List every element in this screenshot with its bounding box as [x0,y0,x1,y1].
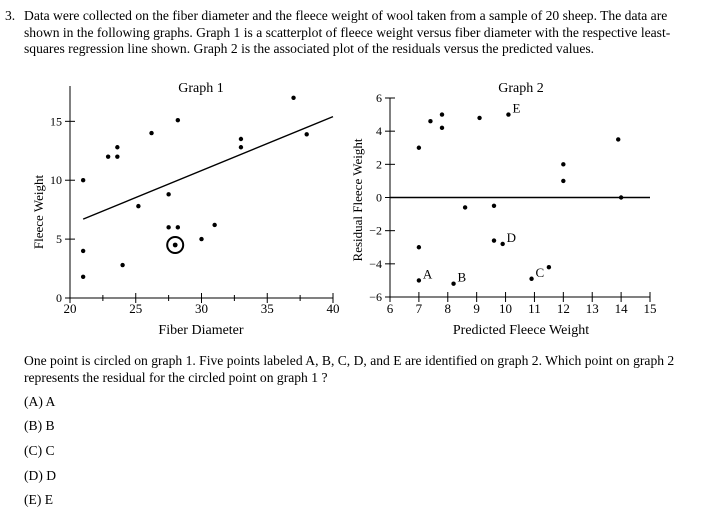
g2-y-tick-label: −2 [369,224,382,238]
g2-x-tick-label: 7 [416,301,423,316]
g1-data-point [166,225,171,230]
question-stem-text: Data were collected on the fiber diamete… [24,8,671,56]
choice-a[interactable]: (A) A [24,394,56,409]
g2-point-a [416,278,422,283]
g2-point-b [451,281,456,286]
g2-data-point [491,203,497,208]
g2-point-d [500,241,505,247]
g1-x-axis-label: Fiber Diameter [158,323,243,338]
g1-y-tick-label: 5 [56,232,62,246]
g2-x-tick-label: 6 [387,301,394,316]
question-stem: 3. Data were collected on the fiber diam… [5,8,684,58]
g2-y-axis-label: Residual Fleece Weight [350,138,365,261]
g1-y-tick-label: 0 [56,291,62,305]
g2-point-label-b: B [458,270,467,285]
g2-plot: Graph 2 Predicted Fleece Weight Residual F… [350,81,657,338]
g1-data-point [175,117,181,123]
g1-data-point [105,154,111,159]
g2-data-point [546,264,552,270]
g1-data-point [80,178,86,183]
question-prompt: One point is circled on graph 1. Five po… [24,353,675,385]
g2-data-point [561,178,566,184]
g1-circled-point-ring [166,236,185,254]
g2-point-label-a: A [423,266,433,281]
g2-data-point [561,162,566,167]
g1-x-tick-label: 40 [327,301,340,316]
g2-point-e [506,112,511,117]
choice-c[interactable]: (C) C [24,443,55,458]
g2-data-point [416,145,422,150]
choice-d[interactable]: (D) D [24,468,57,483]
g1-circled-point [172,242,178,248]
g1-plot: Graph 1 Fiber Diameter Fleece Weight 20 25 30… [31,81,340,338]
g1-data-point [80,248,86,254]
g1-x-tick-label: 20 [64,301,77,316]
g1-x-tick-label: 30 [195,301,208,316]
g2-x-tick-label: 15 [644,301,657,316]
g2-y-tick-label: 4 [376,124,382,138]
g1-x-tick-label: 25 [129,301,142,316]
g1-data-point [291,95,296,100]
choice-e[interactable]: (E) E [24,492,54,507]
g2-x-tick-label: 8 [445,301,452,316]
g1-data-point [238,136,244,142]
g2-point-label-e: E [512,101,520,116]
g2-point-label-c: C [536,265,545,280]
g2-data-point [439,125,445,131]
g1-y-axis-label: Fleece Weight [31,175,46,250]
g1-data-point [115,145,120,150]
g1-data-point [136,203,141,209]
g1-data-point [175,225,181,230]
g2-x-tick-label: 13 [586,301,599,316]
g1-data-point [238,145,244,150]
g1-data-point [80,274,86,279]
g2-y-tick-label: 6 [376,91,382,105]
g2-x-tick-label: 12 [557,301,570,316]
g2-data-point [477,115,482,121]
g1-x-tick-label: 35 [261,301,274,316]
g2-title: Graph 2 [498,81,544,96]
g1-y-tick-label: 10 [50,173,62,187]
g1-title: Graph 1 [178,81,224,96]
g1-regression-line [82,115,334,220]
g2-y-tick-label: −6 [369,290,382,304]
g2-data-point [618,195,624,200]
g2-y-tick-label: 2 [376,157,382,171]
g2-data-point [462,205,468,210]
g2-point-c [529,276,534,281]
g2-x-tick-label: 14 [615,301,629,316]
g1-data-point [120,262,125,268]
g1-data-point [199,236,204,242]
g2-y-tick-label: 0 [376,191,382,205]
g1-y-tick-label: 15 [50,114,62,128]
g1-data-point [212,222,217,228]
g2-point-label-d: D [507,230,516,245]
question-number: 3. [5,8,16,23]
g2-x-tick-label: 10 [499,301,512,316]
g1-data-point [166,192,171,197]
g2-data-point [616,137,621,142]
choice-b[interactable]: (B) B [24,418,55,433]
g2-data-point [428,119,433,124]
g2-y-tick-label: −4 [369,257,382,271]
g1-data-point [304,132,309,137]
g1-data-point [115,154,120,159]
g2-x-tick-label: 11 [528,301,541,316]
g2-data-point [491,238,497,243]
g2-x-tick-label: 9 [473,301,480,316]
g2-data-point [416,245,422,250]
g2-x-axis-label: Predicted Fleece Weight [453,323,589,338]
g1-data-point [149,130,154,136]
g2-data-point [439,112,445,117]
